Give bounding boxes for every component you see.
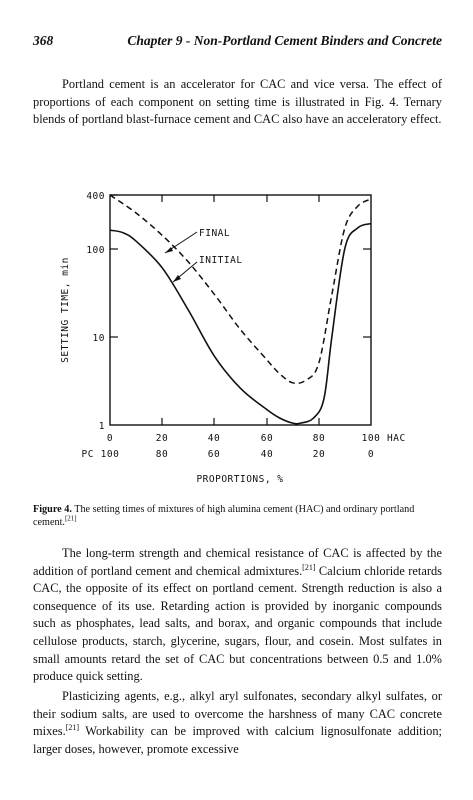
y-tick-label-400: 400 [86,191,105,202]
caption-text: The setting times of mixtures of high al… [33,504,415,528]
paragraph-admixtures: The long-term strength and chemical resi… [33,545,442,686]
figure-caption: Figure 4. The setting times of mixtures … [33,503,442,529]
x-tick-label-hac-80: 80 [313,433,325,444]
x-tick-label-hac-100: 100 [362,433,381,444]
annotation-initial: INITIAL [199,255,243,266]
paragraph-admixtures-text-a: The long-term strength and chemical resi… [33,546,442,578]
running-title: Chapter 9 - Non-Portland Cement Binders … [127,33,442,48]
paragraph-admixtures-ref: [21] [302,562,316,572]
x-tick-label-pc-20: 20 [313,449,325,460]
x-axis-title: PROPORTIONS, % [196,474,283,485]
series-final-line [109,194,372,385]
x-tick-label-pc-100: 100 [101,449,120,460]
paragraph-intro: Portland cement is an accelerator for CA… [33,77,442,127]
initial-leader-arrow [173,275,181,282]
paragraph-plasticizers-ref: [21] [65,723,80,733]
y-tick-label-10: 10 [93,333,105,344]
y-axis-title: SETTING TIME, min [60,257,71,363]
series-initial-line [109,222,372,425]
annotation-final: FINAL [199,228,230,239]
final-leader-arrow [165,247,173,253]
caption-reference: [21] [64,514,77,523]
x-tick-label-hac-0: 0 [107,433,113,444]
x-tick-label-pc-80: 80 [156,449,168,460]
paragraph-admixtures-text-b: Calcium chloride retards CAC, the opposi… [33,563,442,684]
paragraph-plasticizers: Plasticizing agents, e.g., alkyl aryl su… [33,688,442,758]
paragraph-plasticizers-text-a: Plasticizing agents, e.g., alkyl aryl su… [33,689,442,739]
x-tick-label-hac-40: 40 [208,433,220,444]
x-tick-label-pc-60: 60 [208,449,220,460]
x-tick-label-hac-20: 20 [156,433,168,444]
caption-label: Figure 4. [33,504,72,515]
x-tick-label-pc-40: 40 [261,449,273,460]
paragraph-plasticizers-text-b: Workability can be improved with calcium… [33,724,442,756]
page-number: 368 [33,33,54,48]
x-tick-label-pc-0: 0 [368,449,374,460]
y-tick-label-1: 1 [99,421,105,432]
x-row-label-hac: HAC [387,433,406,444]
y-tick-label-100: 100 [86,245,105,256]
plot-frame [109,194,372,426]
x-row-label-pc: PC [82,449,94,460]
x-tick-label-hac-60: 60 [261,433,273,444]
setting-time-chart: 400 100 10 1 0 20 40 60 80 100 HAC PC 10… [60,191,406,485]
